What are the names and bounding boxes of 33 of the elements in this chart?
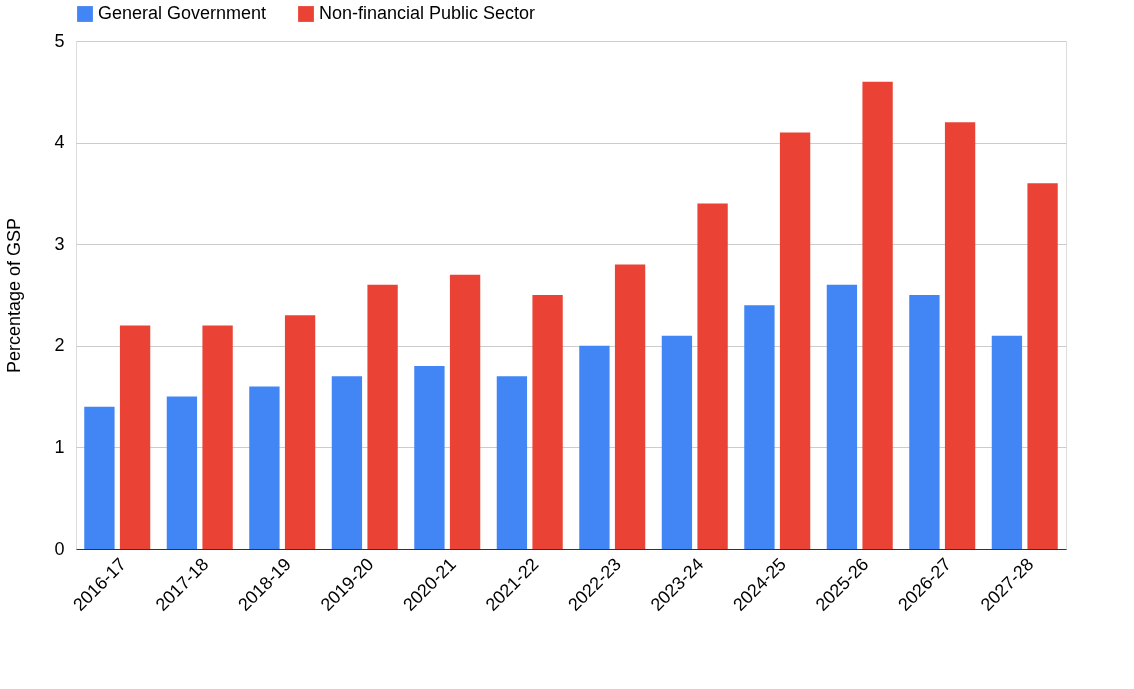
bar [779,132,811,549]
bar [532,295,563,549]
bar [331,376,363,549]
bar [826,284,858,549]
bar [284,315,316,549]
bar [119,325,151,549]
bar [202,325,233,549]
bar [449,274,481,549]
legend-label: Non-financial Public Sector [319,3,536,23]
bar [496,376,528,549]
y-tick-label: 4 [54,132,65,153]
bar [1027,183,1058,549]
bar [579,345,610,549]
bar [944,122,976,549]
bar [909,295,940,549]
y-tick-label: 3 [54,233,65,254]
y-tick-label: 0 [54,538,65,559]
legend-label: General Government [98,3,267,23]
bar [249,386,280,549]
bar [697,203,728,549]
bar [614,264,646,549]
bar [991,335,1023,549]
bar [166,396,198,549]
bar [84,406,115,549]
y-tick-label: 5 [54,30,65,51]
y-axis-title: Percentage of GSP [4,217,25,374]
bar [862,81,893,549]
y-tick-label: 2 [54,335,65,356]
y-tick-label: 1 [54,436,65,457]
bar [367,284,398,549]
bar [414,366,445,549]
bar [744,305,775,549]
bar [661,335,693,549]
